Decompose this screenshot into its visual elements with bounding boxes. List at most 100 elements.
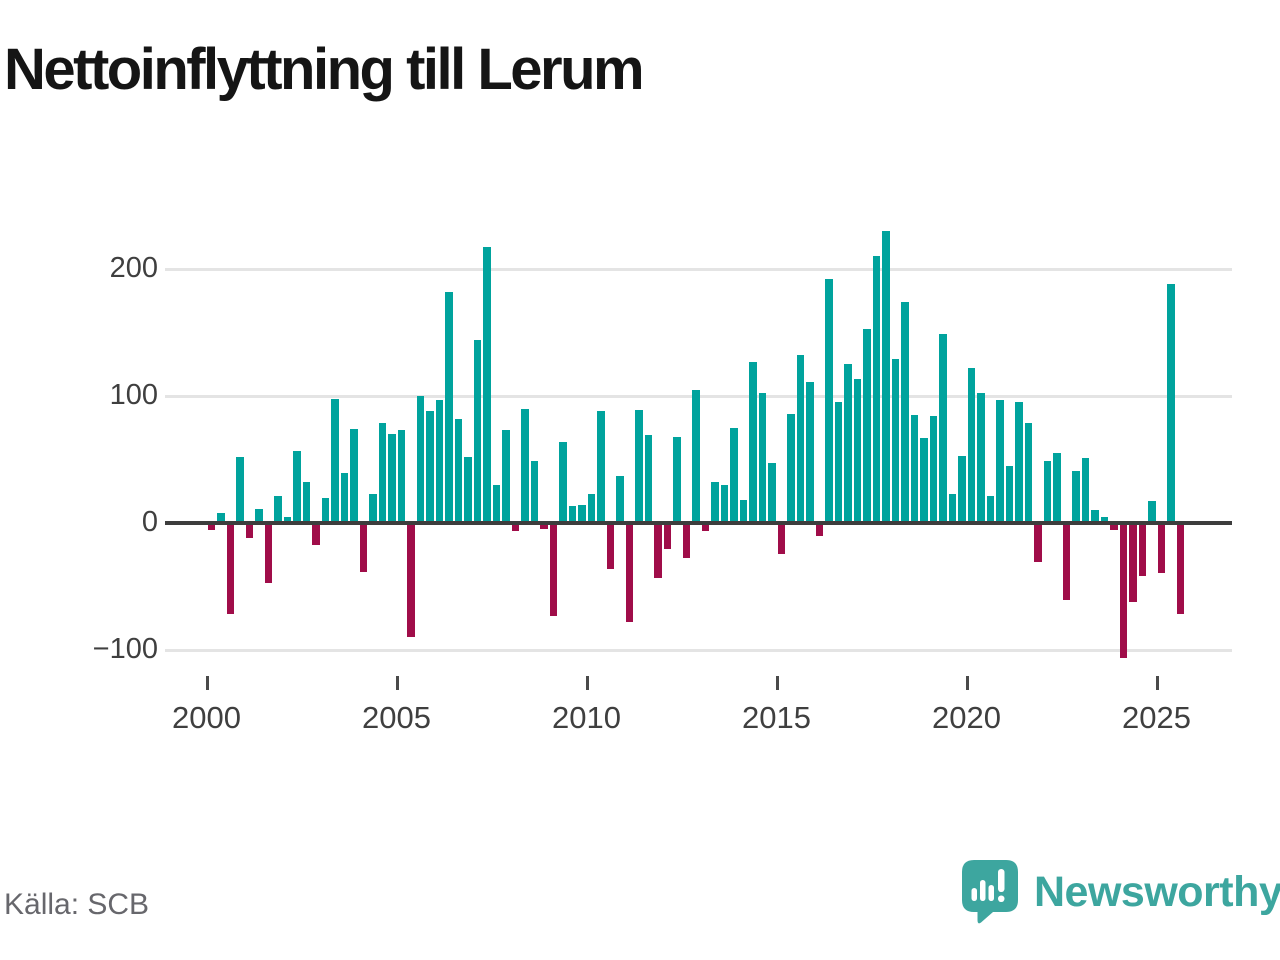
chart-title: Nettoinflyttning till Lerum [4, 37, 645, 102]
bar-positive [568, 506, 577, 523]
bar-positive [1072, 470, 1080, 523]
source-caption: Källa: SCB [4, 888, 150, 921]
bar-positive [530, 460, 539, 523]
bar-positive [483, 247, 491, 523]
bar-positive [806, 382, 814, 523]
bar-negative [511, 525, 520, 532]
bar-positive [454, 418, 463, 523]
bar-negative [1138, 525, 1147, 576]
bar-negative [359, 525, 368, 572]
bar-positive [426, 411, 434, 523]
bar-negative [312, 525, 320, 546]
bar-positive [853, 379, 862, 523]
bar-positive [1043, 460, 1052, 523]
bar-positive [492, 484, 501, 523]
bar-positive [597, 411, 605, 523]
bar-positive [578, 505, 586, 523]
bar-positive [1015, 402, 1023, 523]
bar-positive [445, 291, 453, 523]
bar-positive [1081, 458, 1090, 523]
bar-positive [378, 422, 387, 523]
bar-positive [635, 409, 643, 523]
bar-positive [1100, 516, 1109, 523]
y-axis-tick-label: 0 [141, 506, 158, 538]
bar-positive [283, 516, 292, 523]
bar-negative [245, 525, 254, 538]
x-axis-tick-mark [775, 676, 779, 690]
bar-negative [1034, 525, 1042, 562]
bar-positive [977, 393, 985, 523]
bar-positive [882, 230, 890, 523]
bar-positive [521, 408, 529, 523]
bar-positive [236, 456, 244, 523]
bar-positive [673, 436, 681, 523]
bar-positive [711, 482, 719, 523]
x-axis-tick-mark [965, 676, 969, 690]
bar-positive [502, 430, 510, 523]
x-axis-tick-mark [395, 676, 399, 690]
bar-negative [625, 525, 634, 622]
x-axis-tick-mark [1155, 676, 1159, 690]
bar-positive [616, 476, 624, 523]
bar-positive [1148, 501, 1156, 523]
bar-positive [350, 429, 358, 523]
bar-negative [815, 525, 824, 537]
bar-positive [587, 493, 596, 523]
y-axis-tick-label: 200 [109, 252, 158, 284]
x-axis-tick-label: 2010 [552, 700, 621, 735]
bar-negative [549, 525, 558, 617]
bar-negative [1157, 525, 1166, 574]
bar-positive [796, 355, 805, 523]
bar-positive [901, 302, 909, 523]
bar-positive [958, 455, 966, 523]
x-axis-tick-label: 2000 [172, 700, 241, 735]
bar-positive [1091, 510, 1099, 523]
bar-positive [369, 493, 377, 523]
bar-positive [473, 340, 482, 523]
zero-axis-line [165, 521, 1232, 525]
bar-positive [739, 500, 748, 523]
bar-positive [397, 430, 406, 523]
y-axis-tick-label: 100 [109, 379, 158, 411]
bar-negative [1119, 525, 1128, 659]
bar-positive [920, 437, 928, 523]
bar-positive [929, 416, 938, 523]
bar-positive [274, 496, 282, 523]
bar-positive [872, 256, 881, 523]
x-axis-tick-label: 2025 [1122, 700, 1191, 735]
bar-positive [825, 279, 833, 523]
bar-positive [1053, 453, 1061, 523]
bar-positive [910, 415, 919, 523]
x-axis-tick-mark [205, 676, 209, 690]
bar-positive [768, 463, 776, 523]
bar-positive [559, 441, 567, 523]
y-axis-tick-label: −100 [92, 633, 158, 665]
bar-positive [986, 496, 995, 523]
bar-positive [948, 493, 957, 523]
bar-positive [730, 427, 738, 523]
bar-negative [654, 525, 662, 579]
bar-positive [834, 402, 843, 523]
bar-positive [435, 399, 444, 523]
bar-positive [967, 368, 976, 523]
bar-positive [1167, 284, 1175, 523]
bar-negative [663, 525, 672, 550]
x-axis-tick-label: 2005 [362, 700, 431, 735]
x-axis-tick-label: 2020 [932, 700, 1001, 735]
bar-positive [720, 484, 729, 523]
newsworthy-brand: Newsworthy [960, 858, 1280, 924]
bar-positive [749, 361, 757, 523]
bar-negative [606, 525, 615, 570]
x-axis-tick-label: 2015 [742, 700, 811, 735]
gridline [165, 649, 1232, 652]
bar-positive [863, 328, 871, 523]
bar-positive [758, 393, 767, 523]
bar-positive [891, 359, 900, 523]
bar-positive [302, 482, 311, 523]
bar-negative [1176, 525, 1185, 614]
bar-positive [692, 389, 700, 523]
bar-positive [1005, 465, 1014, 523]
bar-negative [1129, 525, 1137, 603]
